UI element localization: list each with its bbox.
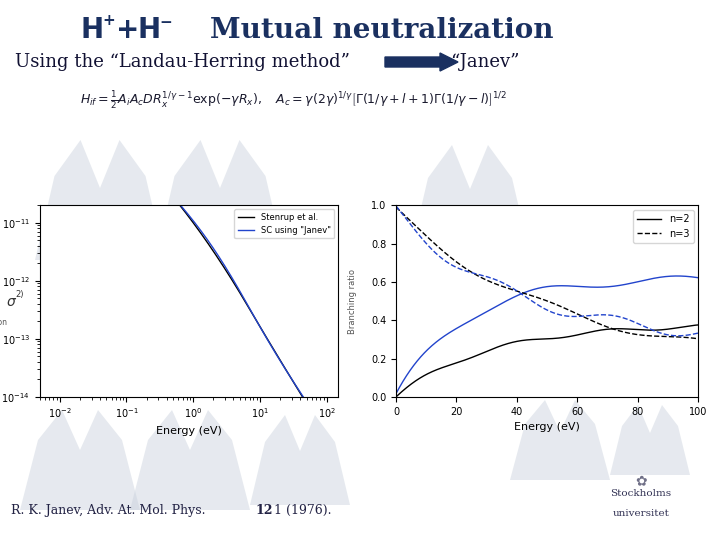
Stenrup et al. (171, 197, 180, 204)
Text: Branching ratio: Branching ratio (348, 268, 356, 334)
Text: $\bf{H}$: $\bf{H}$ (80, 17, 103, 44)
Polygon shape (155, 140, 285, 260)
Polygon shape (20, 410, 140, 510)
Polygon shape (610, 405, 690, 475)
Text: R. K. Janev, Adv. At. Mol. Phys.: R. K. Janev, Adv. At. Mol. Phys. (11, 504, 210, 517)
Text: Cross section
cm$^{-2}$ E: Cross section cm$^{-2}$ E (0, 318, 7, 341)
Text: $H_{if} = \frac{1}{2} A_i A_c D R_x^{1/\gamma - 1} \exp(-\gamma R_x),$$\quad A_c: $H_{if} = \frac{1}{2} A_i A_c D R_x^{1/\… (80, 89, 507, 111)
Text: $\bf{+}$: $\bf{+}$ (115, 17, 138, 44)
Polygon shape (410, 145, 530, 255)
Text: 12: 12 (256, 504, 273, 517)
Text: $\bf{+}$: $\bf{+}$ (102, 14, 115, 28)
Text: universitet: universitet (613, 509, 669, 517)
SC using "Janev" (315, 419, 324, 426)
Text: Mutual neutralization: Mutual neutralization (210, 17, 554, 44)
Stenrup et al. (35, 89, 44, 96)
Line: SC using "Janev": SC using "Janev" (40, 93, 327, 433)
SC using "Janev" (174, 199, 182, 205)
Legend: n=2, n=3: n=2, n=3 (633, 210, 693, 242)
SC using "Janev" (35, 90, 44, 96)
Text: $\sigma$: $\sigma$ (6, 295, 17, 309)
Polygon shape (510, 400, 610, 480)
Text: $\bf{-}$: $\bf{-}$ (159, 14, 172, 28)
Text: Stockholms: Stockholms (611, 489, 671, 498)
Text: 1 (1976).: 1 (1976). (270, 504, 331, 517)
SC using "Janev" (206, 241, 215, 247)
Polygon shape (35, 140, 165, 260)
Text: “Janev”: “Janev” (450, 53, 520, 71)
Stenrup et al. (174, 199, 182, 206)
Line: Stenrup et al.: Stenrup et al. (40, 92, 327, 436)
Polygon shape (130, 410, 250, 510)
SC using "Janev" (171, 197, 180, 203)
SC using "Janev" (191, 220, 199, 226)
Text: Using the “Landau-Herring method”: Using the “Landau-Herring method” (15, 53, 350, 71)
SC using "Janev" (323, 430, 331, 436)
X-axis label: Energy (eV): Energy (eV) (514, 422, 580, 432)
Legend: Stenrup et al., SC using "Janev": Stenrup et al., SC using "Janev" (234, 210, 334, 238)
Stenrup et al. (315, 421, 324, 428)
FancyArrow shape (385, 53, 458, 71)
Stenrup et al. (323, 433, 331, 439)
Polygon shape (250, 415, 350, 505)
Stenrup et al. (206, 244, 215, 250)
SC using "Janev" (271, 349, 279, 355)
Text: $\bf{H}$: $\bf{H}$ (137, 17, 160, 44)
Text: 2): 2) (16, 290, 24, 299)
X-axis label: Energy (eV): Energy (eV) (156, 426, 222, 436)
Stenrup et al. (271, 348, 279, 355)
Text: ✿: ✿ (635, 474, 647, 488)
Stenrup et al. (191, 222, 199, 228)
